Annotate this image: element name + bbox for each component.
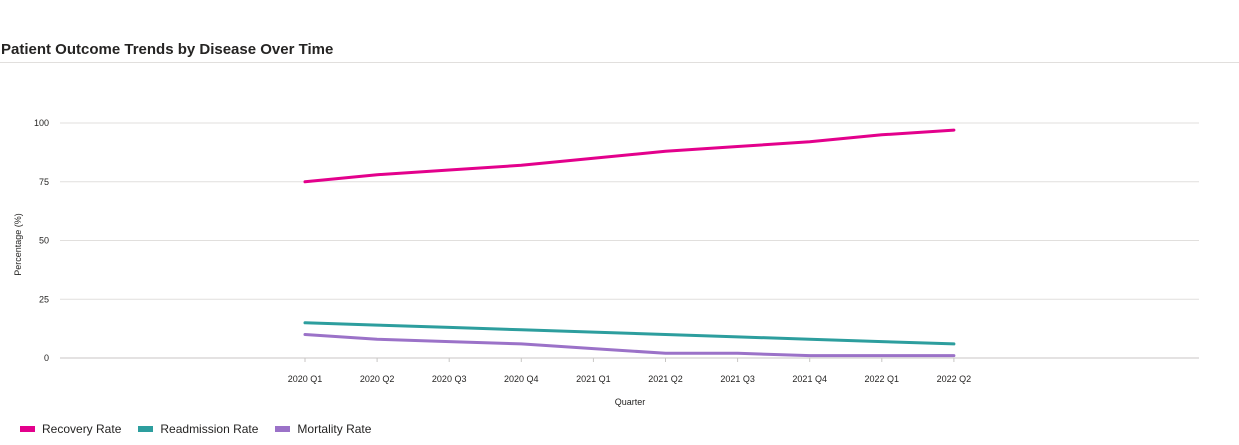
legend-item[interactable]: Mortality Rate (275, 422, 371, 436)
y-tick-label: 75 (39, 177, 49, 187)
x-tick-label: 2020 Q4 (504, 374, 539, 384)
x-tick-label: 2020 Q2 (360, 374, 395, 384)
series-line-recovery-rate (303, 128, 956, 184)
x-tick-label: 2022 Q2 (937, 374, 972, 384)
x-tick-label: 2020 Q3 (432, 374, 467, 384)
y-tick-label: 100 (34, 118, 49, 128)
series-line-mortality-rate (303, 333, 956, 358)
x-tick-label: 2022 Q1 (865, 374, 900, 384)
chart-title: Patient Outcome Trends by Disease Over T… (1, 41, 334, 58)
legend-swatch (138, 426, 154, 432)
legend-label: Readmission Rate (160, 422, 259, 436)
x-tick-label: 2020 Q1 (288, 374, 323, 384)
x-tick-label: 2021 Q4 (792, 374, 827, 384)
x-axis-title: Quarter (615, 397, 646, 407)
x-tick-label: 2021 Q3 (720, 374, 755, 384)
legend-item[interactable]: Readmission Rate (138, 422, 258, 436)
legend-label: Mortality Rate (297, 422, 372, 436)
legend-label: Recovery Rate (42, 422, 122, 436)
legend-swatch (275, 426, 291, 432)
y-tick-label: 50 (39, 236, 49, 246)
x-tick-label: 2021 Q1 (576, 374, 611, 384)
y-axis-title: Percentage (%) (13, 213, 23, 276)
legend-item[interactable]: Recovery Rate (20, 422, 121, 436)
legend-swatch (20, 426, 35, 432)
y-tick-label: 25 (39, 294, 49, 304)
series-line-readmission-rate (303, 321, 956, 346)
title-divider (0, 62, 1239, 63)
y-tick-label: 0 (44, 353, 49, 363)
legend: Recovery Rate Readmission Rate Mortality R… (20, 422, 388, 436)
x-tick-label: 2021 Q2 (648, 374, 683, 384)
